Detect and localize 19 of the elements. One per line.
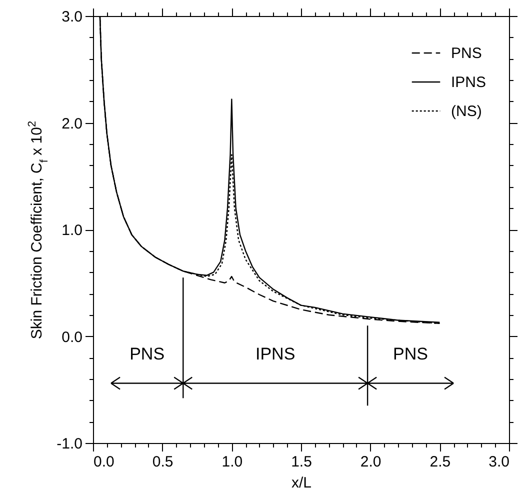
y-tick-label: 2.0 bbox=[62, 115, 82, 132]
x-axis-title: x/L bbox=[291, 474, 312, 492]
y-tick-label: -1.0 bbox=[56, 436, 82, 452]
annotation: PNS bbox=[130, 344, 165, 364]
x-tick-label: 3.0 bbox=[488, 454, 510, 470]
annotation: IPNS bbox=[256, 344, 296, 364]
y-tick-label: 0.0 bbox=[62, 328, 82, 346]
x-tick-label: 1.0 bbox=[222, 454, 243, 470]
legend-label: PNS bbox=[451, 45, 482, 62]
y-tick-label: 3.0 bbox=[62, 8, 82, 26]
legend-label: IPNS bbox=[451, 74, 486, 91]
x-tick-label: 2.0 bbox=[360, 454, 382, 470]
x-tick-label: 1.5 bbox=[291, 454, 312, 470]
x-tick-label: 0.0 bbox=[94, 454, 114, 470]
y-tick-label: 1.0 bbox=[62, 222, 82, 239]
x-tick-label: 0.5 bbox=[152, 454, 174, 470]
x-tick-label: 2.5 bbox=[430, 454, 451, 470]
annotation: PNS bbox=[393, 344, 428, 364]
legend-label: (NS) bbox=[451, 103, 482, 120]
